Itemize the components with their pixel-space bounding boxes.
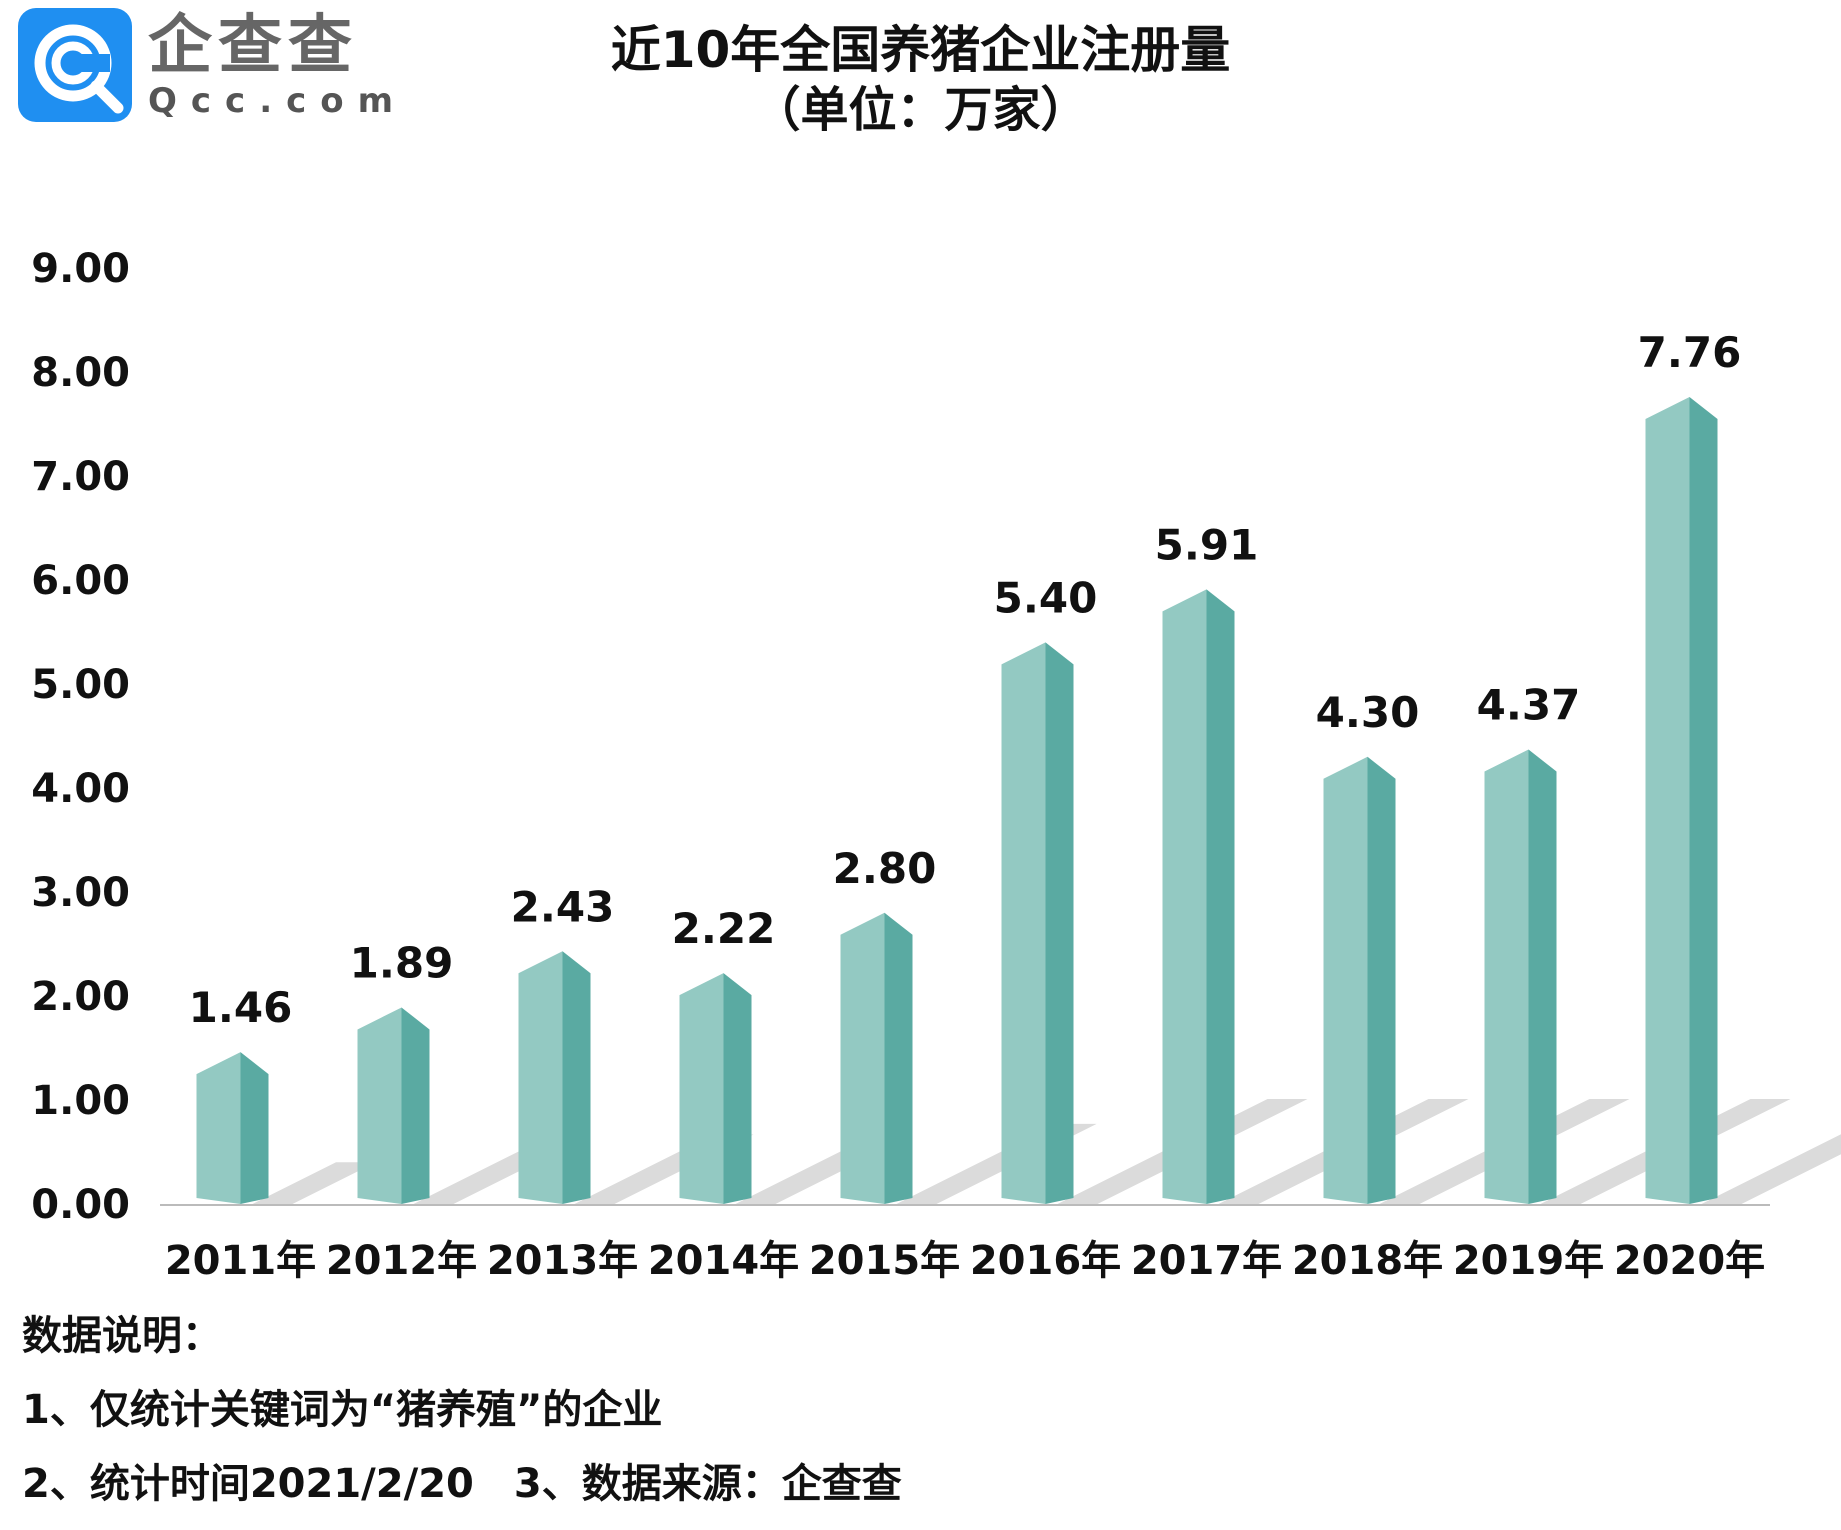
y-tick-label: 6.00: [31, 558, 130, 604]
data-label: 4.37: [1477, 681, 1581, 730]
bar: [1163, 589, 1207, 1204]
y-tick-label: 9.00: [31, 246, 130, 292]
notes-line-3: 3、数据来源：企查查: [514, 1461, 902, 1507]
bar-side: [1207, 589, 1235, 1204]
data-label: 2.43: [511, 882, 615, 931]
x-tick-label: 2017年: [1131, 1238, 1282, 1284]
bar-side: [885, 913, 913, 1204]
data-label: 5.40: [994, 573, 1098, 622]
data-notes: 数据说明： 1、仅统计关键词为“猪养殖”的企业 2、统计时间2021/2/20 3…: [22, 1308, 902, 1530]
bar: [519, 951, 563, 1204]
y-tick-label: 8.00: [31, 350, 130, 396]
y-tick-label: 0.00: [31, 1182, 130, 1228]
data-label: 7.76: [1638, 328, 1742, 377]
bar: [197, 1052, 241, 1204]
bar: [1002, 642, 1046, 1204]
x-tick-label: 2016年: [970, 1238, 1121, 1284]
bar-side: [724, 973, 752, 1204]
data-label: 1.46: [189, 983, 293, 1032]
y-tick-label: 1.00: [31, 1078, 130, 1124]
data-label: 4.30: [1316, 688, 1420, 737]
bar: [841, 913, 885, 1204]
bar-side: [1046, 642, 1074, 1204]
bar-side: [1368, 757, 1396, 1204]
bar: [358, 1007, 402, 1204]
x-tick-label: 2012年: [326, 1238, 477, 1284]
bar-shadow: [253, 1162, 377, 1204]
bar-chart: 0.00 1.00 2.00 3.00 4.00 5.00 6.00 7.00 8.00 9.00…: [0, 0, 1841, 1300]
y-tick-label: 3.00: [31, 870, 130, 916]
data-label: 1.89: [350, 938, 454, 987]
y-tick-label: 2.00: [31, 974, 130, 1020]
bar-side: [1529, 750, 1557, 1204]
bar-side: [241, 1052, 269, 1204]
bar: [1485, 750, 1529, 1204]
data-label: 5.91: [1155, 520, 1259, 569]
notes-heading: 数据说明：: [22, 1308, 902, 1382]
bar: [680, 973, 724, 1204]
y-tick-label: 5.00: [31, 662, 130, 708]
x-tick-label: 2020年: [1614, 1238, 1765, 1284]
x-tick-label: 2015年: [809, 1238, 960, 1284]
y-tick-label: 4.00: [31, 766, 130, 812]
data-label: 2.80: [833, 844, 937, 893]
notes-line-1: 1、仅统计关键词为“猪养殖”的企业: [22, 1382, 902, 1456]
bar-side: [402, 1007, 430, 1204]
data-label: 2.22: [672, 904, 776, 953]
bar: [1324, 757, 1368, 1204]
bar-side: [563, 951, 591, 1204]
x-tick-label: 2013年: [487, 1238, 638, 1284]
bar: [1646, 397, 1690, 1204]
bar-side: [1690, 397, 1718, 1204]
x-tick-label: 2019年: [1453, 1238, 1604, 1284]
x-tick-label: 2018年: [1292, 1238, 1443, 1284]
x-tick-label: 2014年: [648, 1238, 799, 1284]
notes-line-2: 2、统计时间2021/2/20: [22, 1461, 474, 1507]
y-tick-label: 7.00: [31, 454, 130, 500]
x-tick-label: 2011年: [165, 1238, 316, 1284]
